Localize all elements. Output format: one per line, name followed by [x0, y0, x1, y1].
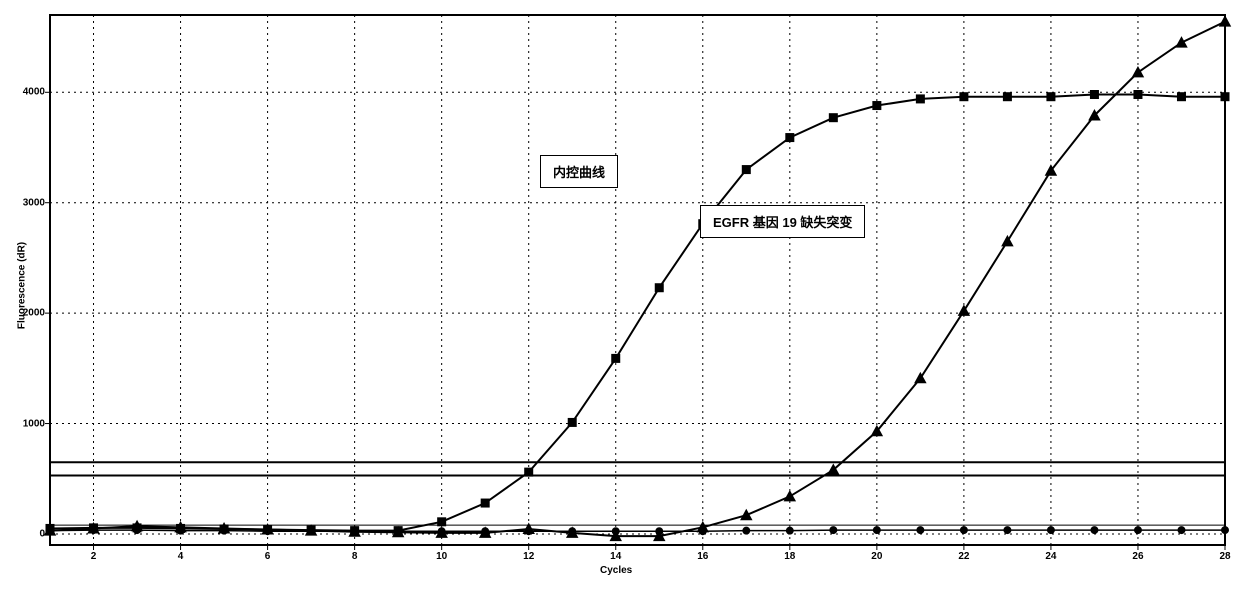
marker-square [1090, 91, 1098, 99]
marker-square [525, 468, 533, 476]
marker-square [1221, 93, 1229, 101]
marker-square [1047, 93, 1055, 101]
y-axis-label: Fluorescence (dR) [17, 226, 28, 346]
marker-circle [438, 528, 445, 535]
marker-circle [395, 528, 402, 535]
y-tick-label: 2000 [10, 308, 45, 319]
x-tick-label: 26 [1132, 551, 1143, 562]
marker-circle [612, 528, 619, 535]
y-tick-label: 3000 [10, 197, 45, 208]
marker-circle [1178, 527, 1185, 534]
marker-circle [960, 527, 967, 534]
marker-square [786, 134, 794, 142]
x-tick-label: 18 [784, 551, 795, 562]
marker-circle [873, 527, 880, 534]
marker-circle [1222, 527, 1229, 534]
marker-circle [482, 528, 489, 535]
marker-circle [1004, 527, 1011, 534]
x-tick-label: 14 [610, 551, 621, 562]
x-tick-label: 6 [265, 551, 271, 562]
x-tick-label: 4 [178, 551, 184, 562]
x-tick-label: 28 [1219, 551, 1230, 562]
marker-square [481, 499, 489, 507]
x-axis-label: Cycles [600, 565, 632, 576]
marker-circle [525, 528, 532, 535]
x-tick-label: 20 [871, 551, 882, 562]
x-tick-label: 22 [958, 551, 969, 562]
marker-circle [308, 528, 315, 535]
chart-container: Fluorescence (dR) Cycles 0 1000 2000 3000 40… [0, 0, 1240, 590]
marker-circle [1047, 527, 1054, 534]
x-tick-label: 16 [697, 551, 708, 562]
marker-triangle [741, 510, 752, 520]
marker-circle [786, 527, 793, 534]
marker-circle [1091, 527, 1098, 534]
marker-square [742, 166, 750, 174]
x-tick-label: 24 [1045, 551, 1056, 562]
marker-circle [134, 527, 141, 534]
marker-triangle [1002, 236, 1013, 246]
marker-triangle [915, 373, 926, 383]
marker-square [829, 114, 837, 122]
marker-square [1003, 93, 1011, 101]
marker-triangle [958, 306, 969, 316]
series-line-internal-control [50, 95, 1225, 531]
marker-square [612, 354, 620, 362]
chart-svg [0, 0, 1240, 590]
marker-circle [221, 527, 228, 534]
marker-square [655, 284, 663, 292]
marker-square [1177, 93, 1185, 101]
callout-egfr-19: EGFR 基因 19 缺失突变 [700, 205, 865, 238]
marker-triangle [784, 491, 795, 501]
x-tick-label: 2 [91, 551, 97, 562]
marker-triangle [1176, 37, 1187, 47]
y-tick-label: 4000 [10, 87, 45, 98]
callout-internal-control: 内控曲线 [540, 155, 618, 188]
marker-circle [264, 528, 271, 535]
marker-circle [656, 528, 663, 535]
marker-square [438, 518, 446, 526]
marker-square [916, 95, 924, 103]
x-tick-label: 10 [436, 551, 447, 562]
marker-square [960, 93, 968, 101]
marker-triangle [1220, 16, 1231, 26]
x-tick-label: 12 [523, 551, 534, 562]
marker-square [873, 102, 881, 110]
marker-circle [351, 528, 358, 535]
marker-circle [47, 527, 54, 534]
marker-triangle [1133, 67, 1144, 77]
marker-square [1134, 91, 1142, 99]
marker-circle [699, 528, 706, 535]
marker-circle [1134, 527, 1141, 534]
marker-circle [177, 527, 184, 534]
marker-circle [569, 528, 576, 535]
y-tick-label: 0 [10, 528, 45, 539]
x-tick-label: 8 [352, 551, 358, 562]
y-tick-label: 1000 [10, 418, 45, 429]
marker-circle [90, 527, 97, 534]
marker-circle [917, 527, 924, 534]
marker-square [568, 418, 576, 426]
marker-circle [743, 527, 750, 534]
marker-circle [830, 527, 837, 534]
